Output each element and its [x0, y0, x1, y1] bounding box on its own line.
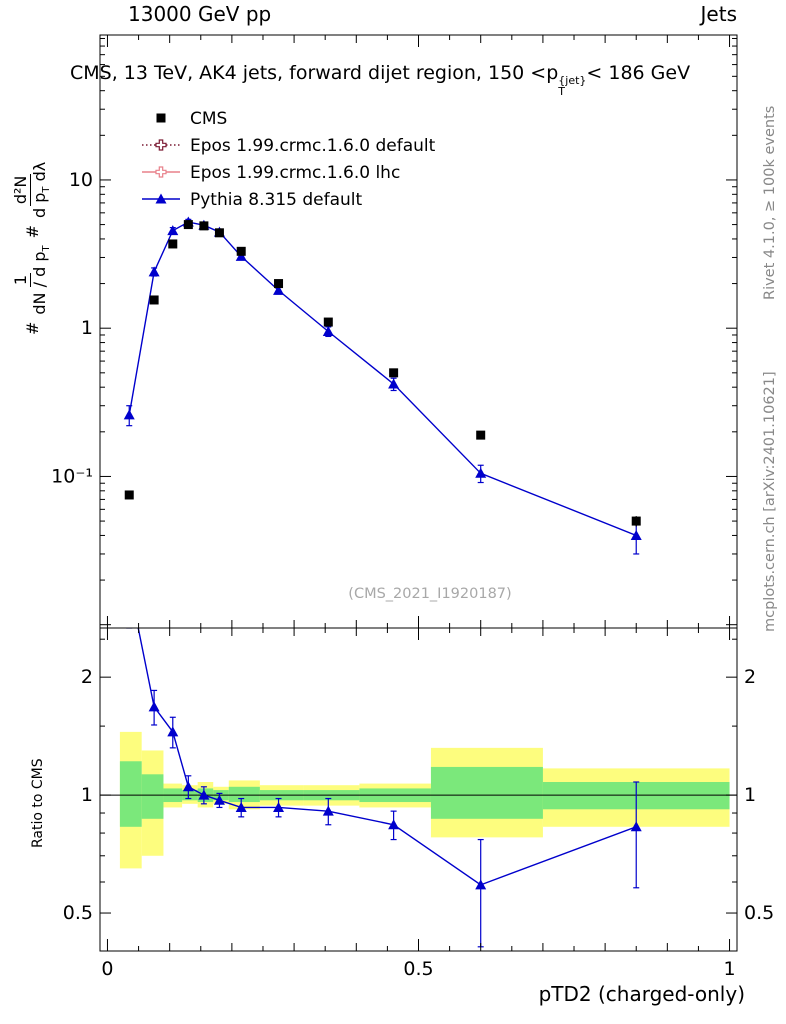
data-point-triangle: [167, 225, 179, 236]
plot-title-post: < 186 GeV: [586, 62, 691, 84]
svg-text:0.5: 0.5: [63, 902, 93, 924]
svg-text:2: 2: [81, 666, 93, 688]
ylabel-hash-1: #: [23, 321, 43, 335]
x-axis-label: pTD2 (charged-only): [538, 982, 745, 1006]
svg-text:Pythia 8.315 default: Pythia 8.315 default: [190, 190, 363, 210]
y-axis-label-top: # 1 dN / d pT # d²N d pT dλ: [11, 161, 53, 335]
data-point-triangle: [148, 266, 160, 277]
data-point-triangle: [123, 409, 135, 420]
series-pythia-ratio: [124, 578, 642, 948]
data-point-triangle: [475, 879, 487, 890]
legend-entry: Epos 1.99.crmc.1.6.0 default: [142, 136, 436, 156]
data-point-triangle: [322, 326, 334, 336]
ylabel-fraction-2: d²N d pT dλ: [11, 161, 53, 218]
svg-text:1: 1: [723, 958, 735, 980]
data-point-triangle: [388, 819, 400, 830]
svg-text:0.5: 0.5: [403, 958, 433, 980]
data-point-triangle: [198, 789, 210, 800]
pythia-line: [128, 221, 637, 537]
data-point-square: [149, 295, 159, 305]
legend-entry: Epos 1.99.crmc.1.6.0 lhc: [142, 163, 400, 183]
svg-text:Epos 1.99.crmc.1.6.0 default: Epos 1.99.crmc.1.6.0 default: [190, 136, 436, 156]
data-point-open-plus: [155, 139, 167, 151]
ratio-uncertainty-bands: [119, 731, 730, 869]
series-cms-data: [124, 220, 641, 527]
data-point-triangle: [235, 801, 247, 812]
plot-title-sup: {jet}: [558, 74, 587, 87]
rivet-version-note: Rivet 4.1.0, ≥ 100k events: [762, 105, 778, 300]
data-point-triangle: [475, 467, 487, 478]
legend: CMS Epos 1.99.crmc.1.6.0 default Epos 1.99…: [142, 109, 436, 210]
data-point-square: [168, 239, 178, 249]
svg-text:0: 0: [101, 958, 113, 980]
series-pythia-top: [123, 216, 642, 555]
data-point-square: [389, 368, 399, 378]
data-point-open-plus: [155, 166, 167, 178]
svg-text:1: 1: [81, 784, 93, 806]
data-point-square: [156, 113, 166, 123]
svg-text:Epos 1.99.crmc.1.6.0 lhc: Epos 1.99.crmc.1.6.0 lhc: [190, 163, 400, 183]
ylabel-hash-2: #: [23, 224, 43, 239]
y-axis-label-ratio: Ratio to CMS: [30, 758, 46, 848]
pythia-ratio-line: [137, 628, 637, 886]
svg-text:0.5: 0.5: [744, 902, 774, 924]
data-point-square: [274, 279, 284, 289]
data-point-triangle: [630, 821, 642, 832]
svg-text:1: 1: [744, 784, 756, 806]
data-point-triangle: [124, 578, 135, 588]
legend-entry: CMS: [156, 109, 227, 129]
green-band-bin: [141, 774, 164, 819]
data-point-triangle: [630, 529, 642, 540]
svg-text:10⁻¹: 10⁻¹: [51, 465, 93, 487]
data-point-square: [214, 228, 224, 238]
data-point-triangle: [273, 284, 285, 295]
ylabel-fraction-1: 1 dN / d pT: [11, 245, 53, 315]
svg-text:2: 2: [744, 666, 756, 688]
pt-jet-superscript-stack: {jet} T: [558, 75, 586, 97]
plot-title-pre: CMS, 13 TeV, AK4 jets, forward dijet reg…: [70, 62, 559, 84]
data-point-square: [476, 430, 486, 440]
svg-text:CMS: CMS: [190, 109, 227, 129]
data-point-square: [236, 246, 246, 256]
header-right-label: Jets: [700, 2, 737, 26]
data-point-triangle: [235, 250, 247, 261]
svg-text:10: 10: [69, 169, 93, 191]
green-band-bin: [430, 766, 543, 819]
svg-text:1: 1: [81, 317, 93, 339]
data-point-triangle: [273, 801, 285, 812]
axis-ticks: [100, 35, 737, 951]
data-point-triangle: [148, 701, 160, 712]
mcplots-reference-note: mcplots.cern.ch [arXiv:2401.10621]: [762, 371, 778, 632]
analysis-watermark: (CMS_2021_I1920187): [348, 586, 512, 602]
plot-title-sub: T: [558, 85, 566, 98]
data-point-square: [183, 220, 193, 230]
data-point-square: [631, 516, 641, 526]
data-point-square: [124, 490, 134, 500]
data-point-triangle: [155, 193, 167, 204]
green-band-bin: [228, 786, 260, 803]
data-point-triangle: [182, 781, 194, 792]
header-left-label: 13000 GeV pp: [128, 2, 272, 26]
green-band-bin: [119, 761, 142, 827]
data-point-triangle: [167, 726, 179, 737]
data-point-square: [199, 221, 209, 231]
legend-entry: Pythia 8.315 default: [142, 190, 363, 210]
data-point-triangle: [388, 378, 400, 389]
data-point-triangle: [322, 805, 334, 816]
plot-title: CMS, 13 TeV, AK4 jets, forward dijet reg…: [70, 62, 690, 97]
data-point-square: [323, 317, 333, 327]
data-point-triangle: [213, 794, 225, 805]
